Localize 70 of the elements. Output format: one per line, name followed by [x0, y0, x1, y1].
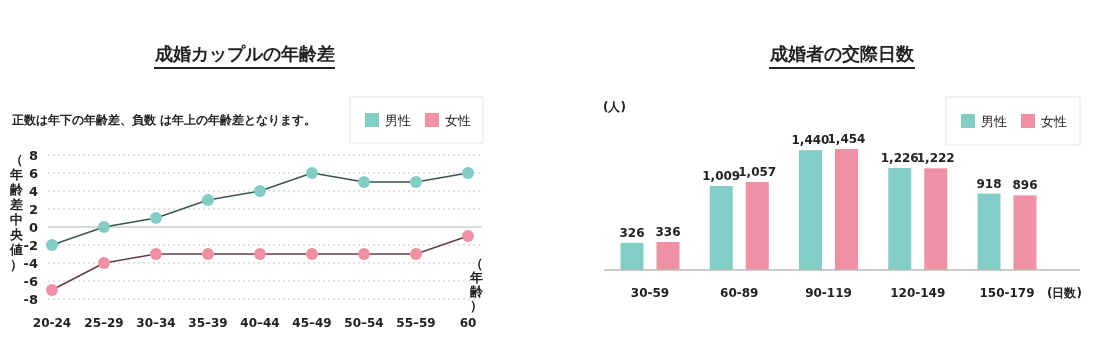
point: [306, 248, 318, 260]
legend-label: 男性: [385, 113, 411, 128]
point: [306, 167, 318, 179]
x-tick-label: 25–29: [84, 316, 124, 330]
bar: [1013, 195, 1037, 270]
point: [410, 176, 422, 188]
x-tick-label: 120-149: [890, 286, 946, 300]
legend-label: 男性: [981, 114, 1007, 129]
point: [254, 248, 266, 260]
x-tick-label: 90-119: [805, 286, 852, 300]
point: [358, 248, 370, 260]
point: [46, 239, 58, 251]
data-label: 326: [619, 225, 645, 240]
data-label: 1,009: [702, 169, 741, 184]
x-tick-label: 50–54: [344, 316, 384, 330]
x-tick-label: 35–39: [188, 316, 228, 330]
y-tick-label: 2: [28, 202, 38, 217]
data-label: 918: [976, 176, 1002, 191]
x-tick-label: 55–59: [396, 316, 436, 330]
data-label: 336: [655, 225, 681, 240]
point: [150, 212, 162, 224]
x-tick-label: 150-179: [979, 286, 1035, 300]
point: [202, 248, 214, 260]
bar: [745, 182, 769, 270]
bar: [656, 242, 680, 270]
legend-label: 女性: [445, 113, 471, 128]
bar: [799, 150, 822, 270]
y-tick-label: -6: [23, 274, 38, 289]
data-label: 1,440: [791, 133, 830, 148]
y-tick-label: -8: [23, 292, 38, 307]
x-tick-label: 60-89: [720, 286, 759, 300]
x-tick-label: 20-24: [32, 316, 72, 330]
point: [410, 248, 422, 260]
point: [358, 176, 370, 188]
bar: [977, 193, 1001, 270]
y-axis-title: (人): [603, 100, 626, 114]
x-axis-title: (日数): [1047, 286, 1082, 300]
y-tick-label: 4: [28, 184, 38, 199]
x-axis-title: （年齢）: [468, 256, 484, 313]
point: [202, 194, 214, 206]
data-label: 1,057: [738, 165, 777, 180]
y-tick-label: -2: [23, 238, 38, 253]
point: [46, 284, 58, 296]
bar: [924, 168, 948, 270]
point: [98, 221, 110, 233]
y-axis-title: （年齢差中央値）: [8, 152, 24, 272]
chart-title: 成婚カップルの年齢差: [154, 43, 335, 64]
x-tick-label: 30–34: [136, 316, 176, 330]
point: [254, 185, 266, 197]
bar: [709, 186, 733, 270]
chart-title: 成婚者の交際日数: [769, 43, 915, 64]
bar: [620, 242, 644, 270]
text: 正数は年下の年齢差、負数 は年上の年齢差となります。: [11, 113, 317, 127]
point: [98, 257, 110, 269]
legend-label: 女性: [1041, 114, 1067, 129]
x-tick-label: 60: [459, 316, 477, 330]
bar: [835, 149, 858, 270]
point: [462, 230, 474, 242]
x-tick-label: 40–44: [240, 316, 280, 330]
data-label: 896: [1012, 178, 1038, 193]
y-tick-label: -4: [23, 256, 38, 271]
data-label: 1,226: [880, 150, 919, 165]
x-tick-label: 45–49: [292, 316, 332, 330]
y-tick-label: 0: [28, 220, 38, 235]
x-tick-label: 30-59: [630, 286, 670, 300]
point: [462, 167, 474, 179]
y-tick-label: 8: [28, 148, 38, 163]
bar: [888, 167, 912, 270]
point: [150, 248, 162, 260]
y-tick-label: 6: [28, 166, 38, 181]
